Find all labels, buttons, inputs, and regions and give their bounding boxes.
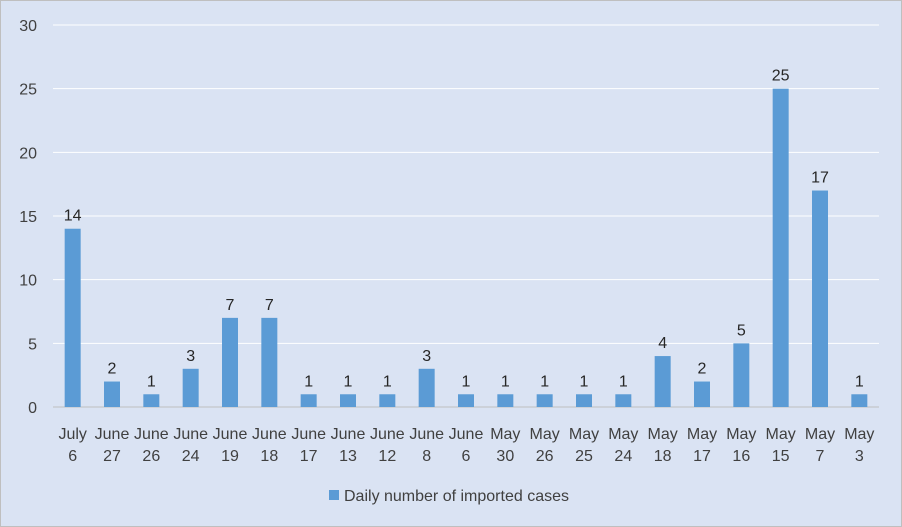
bar	[536, 394, 553, 407]
bar	[576, 394, 592, 407]
data-label: 17	[811, 170, 829, 187]
x-tick-label: June 17	[291, 426, 326, 465]
y-tick-label: 10	[19, 273, 37, 290]
data-label: 1	[462, 373, 471, 390]
legend-swatch	[329, 490, 339, 500]
data-label: 4	[658, 335, 667, 352]
bar	[418, 368, 435, 407]
y-tick-label: 5	[28, 336, 37, 353]
bars	[64, 88, 868, 408]
data-label: 1	[580, 373, 589, 390]
bar	[104, 381, 120, 407]
x-tick-label: June 13	[331, 426, 366, 465]
x-tick-label: June 12	[370, 426, 405, 465]
bar	[733, 343, 750, 407]
y-axis-tick-labels: 0 5 10 15 20 25 30	[19, 18, 37, 417]
x-tick-label: June 24	[173, 426, 208, 465]
x-tick-label: June 8	[409, 426, 444, 465]
bar	[340, 394, 356, 407]
data-label: 1	[619, 373, 628, 390]
gridlines	[53, 24, 879, 408]
y-tick-label: 0	[28, 400, 37, 417]
bar	[694, 381, 710, 407]
data-label: 1	[501, 373, 510, 390]
bar	[261, 317, 278, 407]
data-label: 7	[265, 297, 274, 314]
bar	[222, 317, 238, 407]
y-tick-label: 25	[19, 82, 37, 99]
data-label: 2	[108, 361, 117, 378]
x-tick-label: May 26	[530, 426, 560, 465]
data-label: 3	[186, 348, 195, 365]
x-tick-label: May 18	[648, 426, 678, 465]
legend-label: Daily number of imported cases	[344, 488, 569, 505]
x-tick-label: May 17	[687, 426, 717, 465]
x-tick-label: June 18	[252, 426, 287, 465]
x-tick-label: June 27	[95, 426, 130, 465]
x-tick-label: May 3	[844, 426, 874, 465]
bar	[654, 356, 671, 407]
data-label: 1	[540, 373, 549, 390]
x-tick-label: May 25	[569, 426, 599, 465]
data-label: 2	[698, 361, 707, 378]
bar	[379, 394, 396, 407]
data-label: 1	[344, 373, 353, 390]
data-label: 1	[147, 373, 156, 390]
y-tick-label: 15	[19, 209, 37, 226]
bar	[812, 190, 828, 407]
x-tick-label: June 6	[449, 426, 484, 465]
data-label: 1	[855, 373, 864, 390]
x-tick-label: July 6	[58, 426, 86, 465]
data-label: 5	[737, 322, 746, 339]
x-tick-label: June 19	[213, 426, 248, 465]
bar	[772, 88, 789, 408]
x-tick-label: May 30	[490, 426, 520, 465]
bar	[497, 394, 514, 407]
y-tick-label: 30	[19, 18, 37, 35]
bar	[300, 394, 317, 407]
data-label: 3	[422, 348, 431, 365]
y-tick-label: 20	[19, 145, 37, 162]
x-tick-label: June 26	[134, 426, 169, 465]
bar	[64, 228, 81, 407]
data-label: 14	[64, 208, 82, 225]
bar	[851, 394, 868, 407]
x-tick-label: May 7	[805, 426, 835, 465]
data-label: 25	[772, 68, 790, 85]
legend: Daily number of imported cases	[329, 488, 569, 505]
data-label: 1	[304, 373, 313, 390]
data-label: 1	[383, 373, 392, 390]
x-tick-label: May 24	[608, 426, 638, 465]
x-tick-label: May 15	[766, 426, 796, 465]
data-label: 7	[226, 297, 235, 314]
x-tick-label: May 16	[726, 426, 756, 465]
bar	[615, 394, 632, 407]
bar	[182, 368, 199, 407]
bar	[458, 394, 474, 407]
bar	[143, 394, 160, 407]
